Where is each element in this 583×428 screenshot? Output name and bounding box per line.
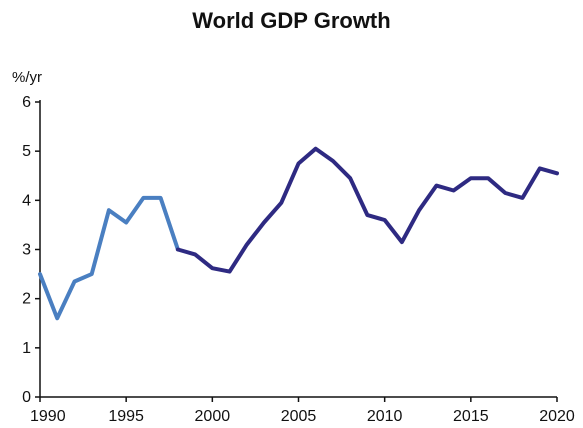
x-tick-label: 2005 (281, 408, 317, 425)
y-tick-label: 5 (22, 143, 31, 160)
y-tick-label: 3 (22, 242, 31, 259)
x-tick-label: 2000 (195, 408, 231, 425)
x-tick-label: 2010 (367, 408, 403, 425)
x-tick-label: 2015 (453, 408, 489, 425)
series-line-late (175, 146, 559, 274)
y-tick-label: 2 (22, 291, 31, 308)
y-axis-unit-label: %/yr (12, 69, 42, 86)
series-lines (38, 146, 559, 321)
y-tick-label: 0 (22, 389, 31, 406)
y-tick-label: 4 (22, 192, 31, 209)
chart-title: World GDP Growth (192, 8, 391, 33)
axis-ticks: 0 1 2 3 4 5 6 1990 1995 2000 2005 2010 2015 2020 (22, 94, 575, 425)
x-tick-label: 1990 (30, 408, 66, 425)
axes (39, 100, 557, 398)
series-line-early (38, 195, 180, 321)
y-tick-label: 6 (22, 94, 31, 111)
x-tick-label: 1995 (108, 408, 144, 425)
x-tick-label: 2020 (539, 408, 575, 425)
y-tick-label: 1 (22, 340, 31, 357)
